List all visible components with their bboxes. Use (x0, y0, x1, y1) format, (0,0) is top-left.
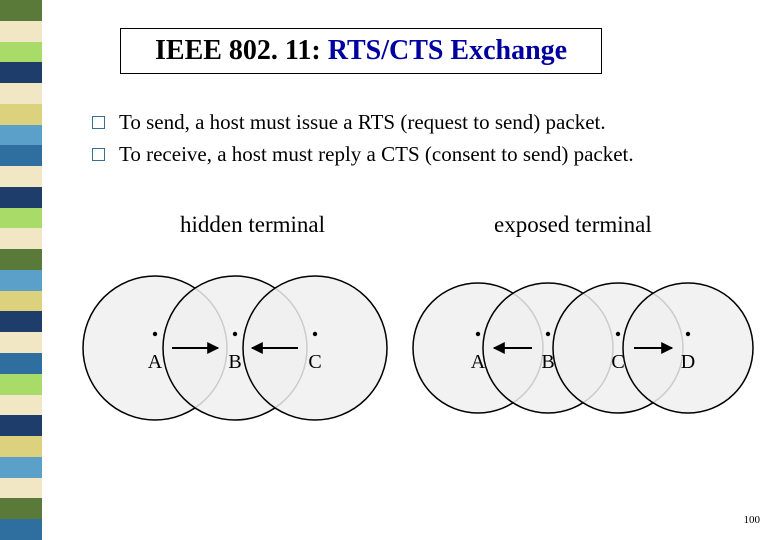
title-box: IEEE 802. 11: RTS/CTS Exchange (120, 28, 602, 74)
svg-text:D: D (681, 351, 695, 373)
bullet-icon (92, 116, 105, 129)
page-number: 100 (744, 514, 761, 526)
svg-text:A: A (148, 351, 163, 373)
diagram-label-left: hidden terminal (180, 212, 325, 238)
title-part1: IEEE 802. 11: (155, 35, 321, 66)
svg-text:B: B (541, 351, 554, 373)
diagram-hidden-terminal: A B C (80, 258, 390, 438)
list-item: To send, a host must issue a RTS (reques… (92, 108, 742, 136)
side-stripes (0, 0, 42, 540)
bullet-text: To send, a host must issue a RTS (reques… (119, 108, 606, 136)
svg-text:B: B (228, 351, 241, 373)
title-part2: RTS/CTS Exchange (328, 35, 567, 66)
svg-text:C: C (611, 351, 624, 373)
diagram-label-right: exposed terminal (494, 212, 652, 238)
svg-text:C: C (308, 351, 321, 373)
bullet-icon (92, 148, 105, 161)
diagram-exposed-terminal: A B C D (408, 258, 758, 438)
svg-text:A: A (471, 351, 486, 373)
list-item: To receive, a host must reply a CTS (con… (92, 140, 742, 168)
bullet-text: To receive, a host must reply a CTS (con… (119, 140, 634, 168)
bullet-list: To send, a host must issue a RTS (reques… (92, 108, 742, 173)
